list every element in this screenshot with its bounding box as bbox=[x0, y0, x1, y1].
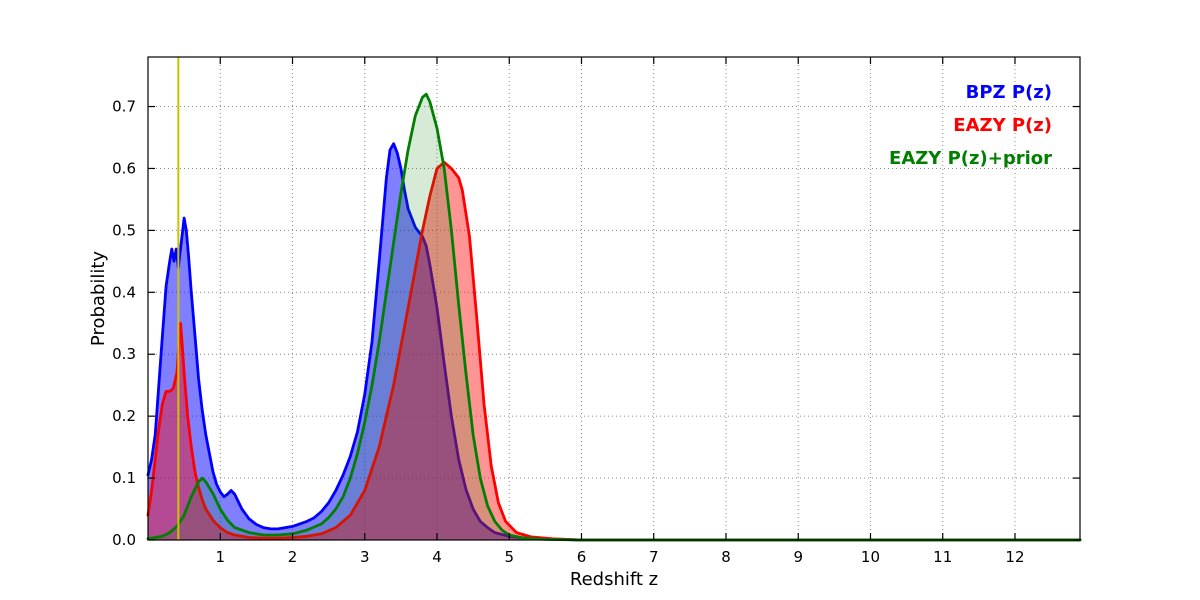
legend-item-eazy: EAZY P(z) bbox=[953, 115, 1052, 136]
y-tick-label: 0.2 bbox=[112, 407, 136, 425]
y-tick-label: 0.4 bbox=[112, 283, 136, 301]
x-tick-label: 4 bbox=[432, 548, 442, 566]
x-tick-label: 9 bbox=[793, 548, 803, 566]
x-tick-label: 3 bbox=[360, 548, 370, 566]
y-tick-label: 0.7 bbox=[112, 98, 136, 116]
series-line-0 bbox=[146, 142, 1082, 542]
y-tick-label: 0.3 bbox=[112, 345, 136, 363]
x-tick-label: 6 bbox=[577, 548, 587, 566]
y-tick-label: 0.1 bbox=[112, 469, 136, 487]
x-tick-label: 8 bbox=[721, 548, 731, 566]
legend-item-eazy-prior: EAZY P(z)+prior bbox=[889, 148, 1052, 169]
axes-frame bbox=[147, 56, 1081, 541]
series-fill-2 bbox=[148, 94, 1080, 540]
x-axis-label: Redshift z bbox=[570, 569, 658, 590]
x-tick-label: 10 bbox=[861, 548, 880, 566]
legend: BPZ P(z) EAZY P(z) EAZY P(z)+prior bbox=[889, 76, 1052, 175]
x-tick-label: 5 bbox=[504, 548, 514, 566]
legend-item-bpz: BPZ P(z) bbox=[965, 82, 1052, 103]
y-tick-label: 0.5 bbox=[112, 221, 136, 239]
series-line-1 bbox=[146, 160, 1082, 542]
y-tick-label: 0.0 bbox=[112, 531, 136, 549]
y-tick-label: 0.6 bbox=[112, 159, 136, 177]
series-fill-0 bbox=[148, 143, 1080, 540]
x-tick-label: 11 bbox=[933, 548, 952, 566]
x-tick-label: 1 bbox=[215, 548, 225, 566]
series-fill-1 bbox=[148, 162, 1080, 541]
series-line-2 bbox=[146, 92, 1082, 542]
x-tick-label: 2 bbox=[288, 548, 298, 566]
x-tick-label: 7 bbox=[649, 548, 659, 566]
x-tick-label: 12 bbox=[1005, 548, 1024, 566]
y-axis-label: Probability bbox=[88, 251, 109, 346]
